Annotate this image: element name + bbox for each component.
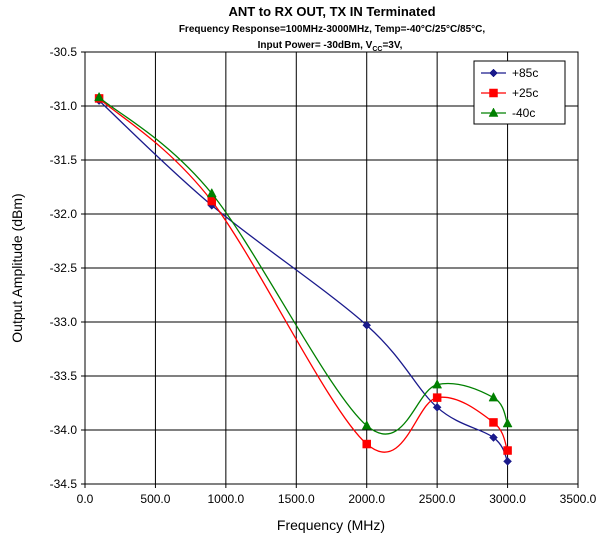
x-tick-label: 3000.0 [489,492,526,506]
y-tick-label: -34.5 [50,477,78,491]
x-tick-label: 1000.0 [208,492,245,506]
data-point [432,379,443,389]
data-point [489,433,498,442]
tick-layer: 0.0 500.0 1000.0 1500.0 2000.0 2500.0 3000.0 35… [50,45,597,506]
legend-label: +25c [512,86,538,100]
legend-marker [489,88,498,98]
data-point [432,393,442,402]
data-point [489,418,498,427]
chart-title: ANT to RX OUT, TX IN Terminated [228,4,435,19]
subtitle-line2-main: Input Power= -30dBm, V [258,40,373,51]
legend-label: +85c [512,66,538,80]
legend: +85c +25c -40c [473,60,566,125]
y-tick-label: -33.5 [50,369,78,383]
series-2 [94,91,513,435]
subtitle-line2-end: =3V, [382,40,402,51]
legend-marker [488,107,499,117]
chart-subtitle-line1: Frequency Response=100MHz-3000MHz, Temp=… [179,24,486,35]
x-tick-label: 0.0 [77,492,94,506]
data-point [362,439,371,449]
data-point [361,420,372,430]
y-axis-label: Output Amplitude (dBm) [9,193,25,342]
chart-subtitle-line2: Input Power= -30dBm, VCC=3V, [258,40,403,53]
subtitle-line2-sub: CC [372,46,382,53]
data-point [502,417,513,428]
y-tick-label: -32.0 [50,207,78,221]
data-point [206,187,217,198]
data-point [488,392,499,402]
series-layer [94,91,513,466]
y-tick-label: -31.5 [50,153,78,167]
data-point [503,456,512,466]
data-point [207,196,217,206]
y-tick-label: -33.0 [50,315,78,329]
x-tick-label: 1500.0 [278,492,315,506]
legend-marker [489,68,498,78]
data-point [432,402,442,412]
x-tick-label: 2500.0 [419,492,456,506]
y-tick-label: -34.0 [50,423,78,437]
data-point [94,91,105,102]
x-axis-label: Frequency (MHz) [277,517,385,533]
data-point [362,320,372,330]
plot-frame [84,51,579,485]
y-tick-label: -30.5 [50,45,78,59]
data-point [503,446,512,455]
x-tick-label: 500.0 [140,492,170,506]
legend-label: -40c [512,106,535,120]
y-tick-label: -32.5 [50,261,78,275]
x-tick-label: 2000.0 [348,492,385,506]
y-tick-label: -31.0 [50,99,78,113]
x-tick-label: 3500.0 [560,492,597,506]
